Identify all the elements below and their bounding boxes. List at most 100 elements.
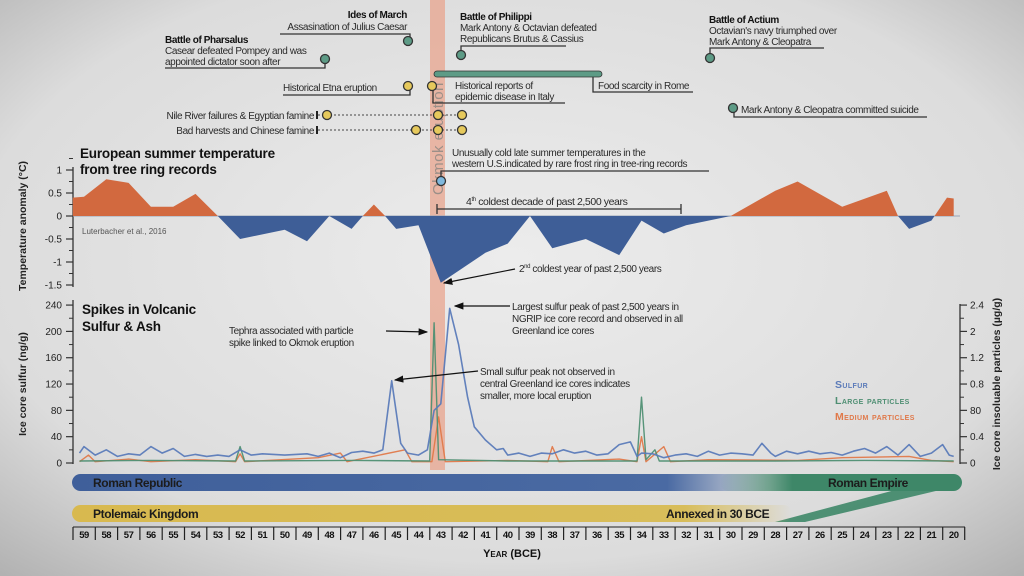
volcanic-title: Spikes in Volcanic	[82, 302, 197, 317]
year-tick-label: 32	[681, 530, 691, 541]
event-marker-blue	[435, 175, 447, 187]
particles-y-label: Ice core insoluable particles (µg/g)	[991, 298, 1003, 470]
year-tick-label: 42	[458, 530, 468, 541]
event-text: Casear defeated Pompey and was	[165, 46, 307, 57]
event-food-scarcity: Food scarcity in Rome	[433, 70, 693, 93]
right-y-tick-label: 0.8	[970, 380, 984, 391]
event-text: epidemic disease in Italy	[455, 92, 554, 103]
year-tick-label: 21	[927, 530, 938, 541]
event-marker-yellow	[456, 109, 468, 121]
event-epidemic: Historical reports of epidemic disease i…	[426, 80, 565, 104]
x-axis-label: Year (BCE)	[483, 548, 541, 560]
coldest-decade-bracket	[436, 204, 682, 214]
temperature-title: from tree ring records	[80, 162, 217, 177]
year-tick-label: 41	[481, 530, 492, 541]
event-marker-yellow	[410, 124, 422, 136]
food-scarcity-bar	[433, 70, 603, 78]
era-bars: Roman Republic Roman Empire Ptolemaic Ki…	[72, 474, 962, 522]
y-tick-label: 0	[56, 459, 62, 470]
event-pharsalus: Battle of Pharsalus Casear defeated Pomp…	[165, 35, 331, 69]
event-marker-yellow	[402, 80, 414, 92]
year-tick-label: 48	[325, 530, 335, 541]
tephra-label: Tephra associated with particle	[229, 326, 354, 337]
y-tick-label: 40	[51, 432, 63, 443]
year-axis: 59 58 57 56 55 54 53 52 51 50 49 48 47 46 45 44 43 42 41 40…	[72, 526, 966, 541]
event-title: Battle of Actium	[709, 15, 779, 26]
coldest-year-arrow	[442, 268, 516, 285]
roman-empire-bar	[720, 474, 962, 491]
event-text: Mark Antony & Cleopatra committed suicid…	[741, 105, 919, 116]
right-y-tick-label: 1.2	[970, 353, 984, 364]
year-tick-label: 43	[436, 530, 446, 541]
year-tick-label: 52	[235, 530, 245, 541]
right-y-tick-label: 80	[970, 406, 982, 417]
event-text: Historical reports of	[455, 81, 533, 92]
event-text: appointed dictator soon after	[165, 57, 281, 68]
year-tick-label: 54	[191, 530, 202, 541]
event-title: Battle of Pharsalus	[165, 35, 249, 46]
event-text: Bad harvests and Chinese famine	[176, 126, 315, 137]
event-ides-of-march: Ides of March Assasination of Julius Cae…	[280, 10, 414, 47]
event-philippi: Battle of Philippi Mark Antony & Octavia…	[455, 12, 597, 61]
year-tick-label: 24	[860, 530, 871, 541]
event-chinese-famine: Bad harvests and Chinese famine	[176, 124, 468, 137]
sulfur-y-label: Ice core sulfur (ng/g)	[17, 332, 29, 436]
event-marker-green	[455, 49, 467, 61]
tephra-label: spike linked to Okmok eruption	[229, 338, 354, 349]
largest-peak-label: NGRIP ice core record and observed in al…	[512, 314, 683, 325]
legend-sulfur: Sulfur	[835, 379, 868, 391]
year-tick-label: 49	[302, 530, 312, 541]
temperature-source: Luterbacher et al., 2016	[82, 227, 167, 236]
event-marker-yellow	[426, 80, 438, 92]
year-tick-label: 59	[79, 530, 89, 541]
event-marker-green	[704, 52, 716, 64]
ptolemaic-kingdom-label: Ptolemaic Kingdom	[93, 507, 198, 521]
year-tick-label: 51	[258, 530, 269, 541]
largest-peak-label: Largest sulfur peak of past 2,500 years …	[512, 302, 679, 313]
year-tick-label: 44	[414, 530, 425, 541]
legend-large-particles: Large particles	[835, 395, 910, 407]
annexation-connector	[775, 490, 940, 522]
y-tick-label: -1	[53, 258, 62, 269]
year-tick-label: 53	[213, 530, 223, 541]
year-tick-label: 29	[748, 530, 758, 541]
year-tick-label: 34	[637, 530, 648, 541]
roman-republic-label: Roman Republic	[93, 476, 183, 490]
temperature-title: European summer temperature	[80, 146, 276, 161]
y-tick-label: 80	[51, 406, 63, 417]
y-tick-label: 0.5	[48, 189, 62, 200]
year-tick-label: 23	[882, 530, 892, 541]
year-tick-label: 27	[793, 530, 803, 541]
year-tick-label: 40	[503, 530, 513, 541]
roman-empire-label: Roman Empire	[828, 476, 909, 490]
event-actium: Battle of Actium Octavian's navy triumph…	[704, 15, 838, 64]
event-suicide: Mark Antony & Cleopatra committed suicid…	[727, 102, 927, 118]
y-tick-label: 160	[45, 353, 62, 364]
volcanic-panel: Spikes in Volcanic Sulfur & Ash Ice core…	[17, 298, 1003, 470]
event-title: Ides of March	[348, 10, 408, 21]
right-y-tick-label: 0	[970, 459, 976, 470]
event-text: Mark Antony & Octavian defeated	[460, 23, 597, 34]
volcanic-title: Sulfur & Ash	[82, 319, 161, 334]
coldest-decade-label: 4th coldest decade of past 2,500 years	[466, 196, 628, 208]
year-tick-label: 58	[102, 530, 112, 541]
year-tick-label: 26	[815, 530, 825, 541]
right-y-tick-label: 0.4	[970, 432, 984, 443]
small-peak-label: smaller, more local eruption	[480, 391, 591, 402]
legend-medium-particles: Medium particles	[835, 411, 915, 423]
y-tick-label: 240	[45, 301, 62, 312]
cold-anomaly-area	[72, 216, 954, 283]
tephra-arrow	[385, 328, 429, 336]
small-peak-label: Small sulfur peak not observed in	[480, 367, 615, 378]
series-large-particles	[79, 322, 954, 462]
y-tick-label: 0	[56, 212, 62, 223]
year-tick-label: 55	[168, 530, 179, 541]
temperature-y-label: Temperature anomaly (°C)	[17, 161, 29, 291]
small-peak-arrow	[393, 370, 479, 383]
small-peak-label: central Greenland ice cores indicates	[480, 379, 630, 390]
y-tick-label: -0.5	[45, 235, 63, 246]
year-tick-label: 50	[280, 530, 290, 541]
event-text: western U.S.indicated by rare frost ring…	[451, 159, 688, 170]
event-etna: Historical Etna eruption	[283, 80, 414, 96]
